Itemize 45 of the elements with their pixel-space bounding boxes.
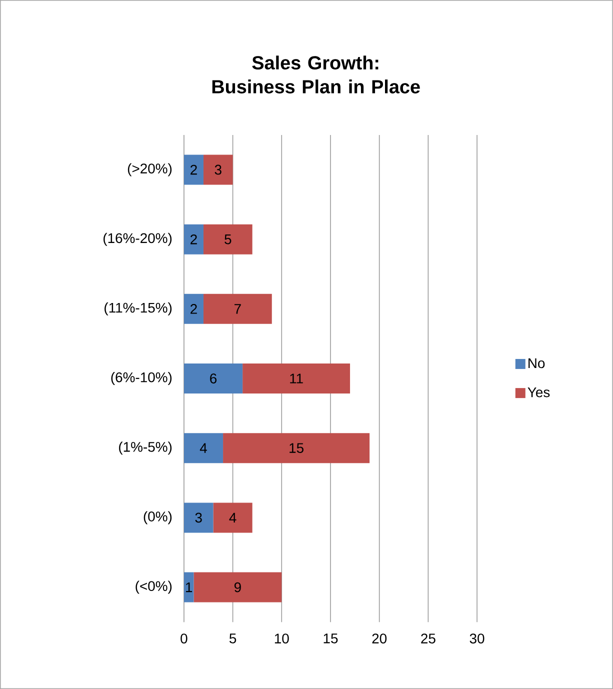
data-label: 2 bbox=[190, 234, 197, 244]
y-tick-label: (<0%) bbox=[136, 580, 172, 594]
x-tick-label: 30 bbox=[470, 634, 484, 644]
y-tick-label: (1%-5%) bbox=[119, 442, 172, 455]
data-label: 4 bbox=[229, 512, 236, 522]
bar bbox=[184, 154, 204, 185]
x-tick-label: 5 bbox=[229, 634, 236, 644]
bar bbox=[184, 294, 204, 324]
bar bbox=[223, 433, 370, 464]
bar bbox=[242, 364, 350, 394]
data-label: 4 bbox=[200, 443, 207, 453]
data-label: 9 bbox=[234, 582, 241, 592]
data-label: 7 bbox=[234, 304, 241, 314]
bar bbox=[184, 224, 204, 254]
bar bbox=[204, 224, 252, 254]
y-tick-label: (>20%) bbox=[128, 163, 172, 176]
y-tick-label: (6%-10%) bbox=[111, 372, 172, 386]
x-tick-label: 10 bbox=[274, 634, 289, 644]
bar bbox=[184, 572, 194, 602]
data-label: 3 bbox=[214, 164, 222, 175]
bar bbox=[194, 572, 282, 602]
x-tick-label: 25 bbox=[421, 634, 436, 644]
bar bbox=[184, 433, 224, 464]
bar bbox=[213, 502, 252, 533]
bar bbox=[184, 364, 243, 394]
data-label: 1 bbox=[186, 582, 192, 592]
x-tick-label: 20 bbox=[372, 634, 387, 644]
data-label: 2 bbox=[190, 164, 197, 175]
y-tick-label: (11%-15%) bbox=[104, 302, 172, 316]
chart-title: Sales Growth: Business Plan in Place bbox=[212, 56, 420, 94]
legend-label: No bbox=[528, 358, 545, 368]
x-tick-label: 0 bbox=[180, 634, 188, 644]
data-label: 15 bbox=[290, 443, 304, 453]
data-label: 5 bbox=[224, 234, 232, 244]
y-tick-label: (16%-20%) bbox=[104, 232, 172, 246]
bar bbox=[204, 294, 272, 324]
x-tick-label: 15 bbox=[324, 634, 338, 644]
bar bbox=[204, 154, 233, 185]
bar bbox=[184, 502, 214, 533]
y-tick-label: (0%) bbox=[144, 511, 172, 524]
data-label: 11 bbox=[290, 374, 303, 384]
data-label: 2 bbox=[190, 304, 197, 314]
data-label: 3 bbox=[195, 512, 202, 523]
legend-label: Yes bbox=[528, 388, 550, 398]
data-label: 6 bbox=[210, 374, 217, 384]
